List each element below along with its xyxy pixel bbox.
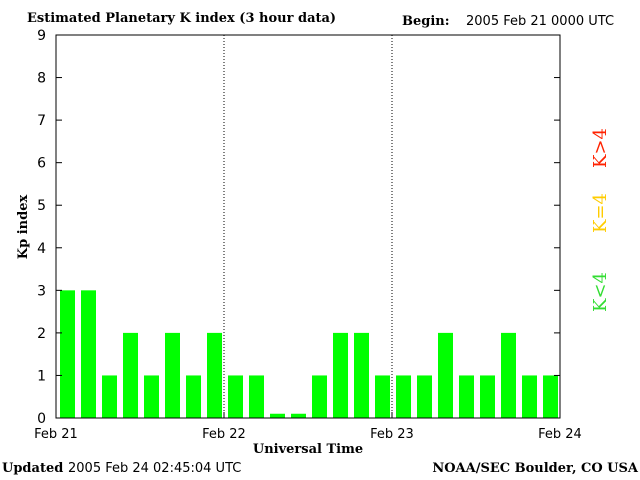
kp-bar	[291, 413, 306, 418]
kp-bar	[60, 290, 75, 418]
kp-bar	[480, 375, 495, 418]
x-tick-label: Feb 21	[34, 427, 78, 442]
y-tick-label: 3	[37, 283, 46, 299]
kp-bar	[186, 375, 201, 418]
updated-label: Updated	[2, 461, 64, 476]
kp-bar	[522, 375, 537, 418]
x-tick-label: Feb 22	[202, 427, 246, 442]
kp-bar	[375, 375, 390, 418]
kp-bar	[543, 375, 558, 418]
legend-entry: K>4	[590, 128, 611, 168]
updated-value: 2005 Feb 24 02:45:04 UTC	[68, 461, 242, 476]
y-axis-title: Kp index	[16, 195, 31, 260]
y-tick-label: 4	[37, 241, 46, 257]
x-axis-title: Universal Time	[253, 442, 363, 457]
x-tick-label: Feb 23	[370, 427, 414, 442]
kp-bar	[312, 375, 327, 418]
footer-source: NOAA/SEC Boulder, CO USA	[432, 461, 638, 476]
kp-bar	[354, 332, 369, 418]
kp-bar	[81, 290, 96, 418]
y-tick-label: 9	[37, 28, 46, 44]
y-tick-label: 5	[37, 198, 46, 214]
kp-bar	[396, 375, 411, 418]
y-tick-label: 7	[37, 113, 46, 129]
x-tick-label: Feb 24	[538, 427, 582, 442]
legend-entry: K<4	[590, 272, 611, 312]
plot-frame	[55, 34, 561, 419]
y-tick-label: 2	[37, 326, 46, 342]
kp-bar	[438, 332, 453, 418]
kp-bar	[207, 332, 222, 418]
kp-bar	[123, 332, 138, 418]
begin-value: 2005 Feb 21 0000 UTC	[466, 14, 615, 29]
kp-bar	[459, 375, 474, 418]
kp-bar	[417, 375, 432, 418]
kp-bar	[165, 332, 180, 418]
kp-bar	[144, 375, 159, 418]
y-tick-label: 1	[37, 368, 46, 384]
kp-bar	[228, 375, 243, 418]
kp-bar	[333, 332, 348, 418]
begin-label: Begin:	[402, 14, 450, 29]
kp-bar	[102, 375, 117, 418]
y-tick-label: 0	[37, 411, 46, 427]
y-tick-label: 6	[37, 156, 46, 172]
kp-bar	[270, 413, 285, 418]
kp-bar	[501, 332, 516, 418]
legend-entry: K=4	[590, 193, 611, 233]
kp-bar	[249, 375, 264, 418]
chart-title: Estimated Planetary K index (3 hour data…	[27, 11, 337, 26]
y-tick-label: 8	[37, 71, 46, 87]
